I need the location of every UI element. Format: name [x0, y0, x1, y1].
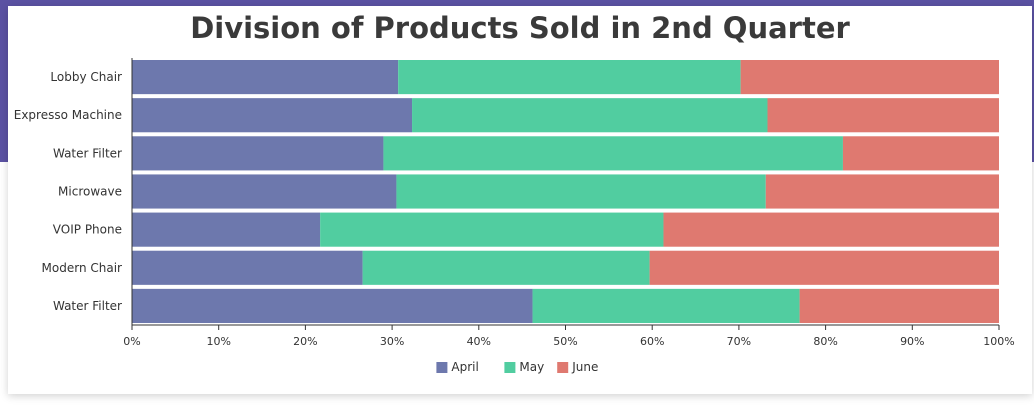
x-tick-label: 90%	[900, 335, 924, 348]
x-tick-label: 0%	[123, 335, 140, 348]
chart-title: Division of Products Sold in 2nd Quarter	[190, 11, 850, 45]
bar-april-4[interactable]	[132, 213, 320, 247]
bar-june-3[interactable]	[766, 174, 999, 208]
x-tick-label: 80%	[813, 335, 837, 348]
x-tick-label: 60%	[640, 335, 664, 348]
bar-april-0[interactable]	[132, 60, 398, 94]
legend-swatch-april[interactable]	[436, 362, 447, 373]
legend-swatch-may[interactable]	[504, 362, 515, 373]
legend-label-may[interactable]: May	[519, 360, 544, 374]
bar-may-4[interactable]	[320, 213, 663, 247]
bar-june-0[interactable]	[741, 60, 999, 94]
x-tick-label: 70%	[727, 335, 751, 348]
category-label: VOIP Phone	[53, 223, 122, 237]
bar-may-2[interactable]	[383, 136, 843, 170]
bars-group	[132, 60, 999, 323]
x-tick-label: 50%	[553, 335, 577, 348]
bar-may-5[interactable]	[363, 251, 650, 285]
category-label: Microwave	[58, 185, 122, 199]
bar-april-6[interactable]	[132, 289, 533, 323]
category-labels: Lobby Chair Expresso Machine Water Filter M…	[14, 70, 122, 313]
bar-june-5[interactable]	[650, 251, 999, 285]
bar-june-1[interactable]	[768, 98, 999, 132]
bar-april-3[interactable]	[132, 174, 396, 208]
category-label: Modern Chair	[42, 261, 123, 275]
x-tick-label: 10%	[206, 335, 230, 348]
x-tick-label: 40%	[467, 335, 491, 348]
legend-swatch-june[interactable]	[557, 362, 568, 373]
bar-april-2[interactable]	[132, 136, 383, 170]
category-label: Water Filter	[53, 299, 122, 313]
chart-card: Division of Products Sold in 2nd Quarter…	[8, 6, 1032, 394]
bar-may-1[interactable]	[412, 98, 767, 132]
bar-june-2[interactable]	[843, 136, 999, 170]
x-tick-label: 20%	[293, 335, 317, 348]
x-tick-label: 100%	[983, 335, 1014, 348]
bar-april-1[interactable]	[132, 98, 412, 132]
x-tick-label: 30%	[380, 335, 404, 348]
category-label: Water Filter	[53, 146, 122, 160]
stacked-bar-chart: Division of Products Sold in 2nd Quarter…	[8, 6, 1032, 394]
bar-april-5[interactable]	[132, 251, 363, 285]
category-label: Lobby Chair	[50, 70, 122, 84]
bar-june-6[interactable]	[800, 289, 999, 323]
legend: April May June	[436, 360, 598, 374]
bar-may-0[interactable]	[398, 60, 740, 94]
legend-label-june[interactable]: June	[571, 360, 598, 374]
legend-label-april[interactable]: April	[451, 360, 478, 374]
bar-may-6[interactable]	[533, 289, 800, 323]
bar-may-3[interactable]	[396, 174, 765, 208]
bar-june-4[interactable]	[663, 213, 999, 247]
category-label: Expresso Machine	[14, 108, 122, 122]
